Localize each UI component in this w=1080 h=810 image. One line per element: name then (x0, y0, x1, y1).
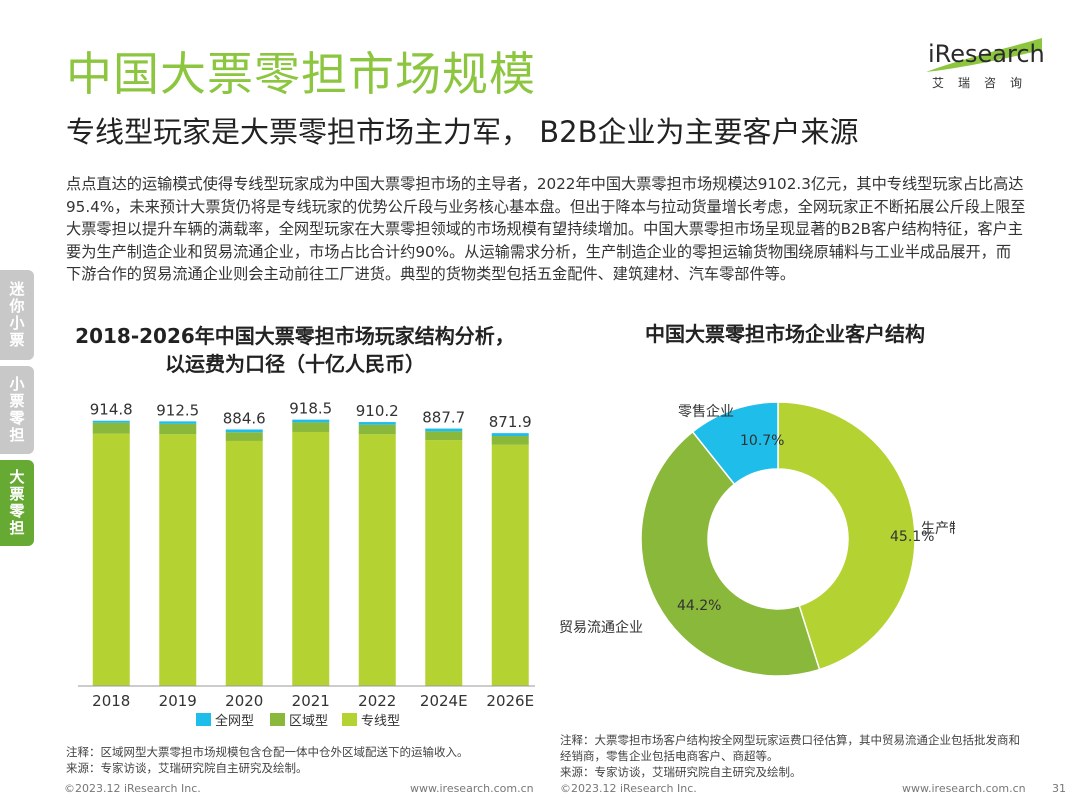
bar-segment-regional (92, 422, 130, 434)
pie-chart-title: 中国大票零担市场企业客户结构 (645, 322, 925, 346)
note-left-annotation: 注释：区域网型大票零担市场规模包含仓配一体中仓外区域配送下的运输收入。 (66, 745, 469, 759)
logo-cn-text: 艾瑞咨询 (932, 76, 1037, 90)
page-subtitle: 专线型玩家是大票零担市场主力军， B2B企业为主要客户来源 (66, 115, 859, 149)
note-left: 注释：区域网型大票零担市场规模包含仓配一体中仓外区域配送下的运输收入。 来源：专… (66, 744, 536, 776)
note-right: 注释：大票零担市场客户结构按全网型玩家运费口径估算，其中贸易流通企业包括批发商和… (560, 732, 1030, 780)
legend-swatch (342, 713, 357, 726)
bar-segment-dedicated (225, 440, 263, 686)
x-tick-label: 2026E (486, 692, 534, 708)
bar-segment-regional (491, 436, 529, 445)
pie-chart: 45.1%生产制造企业 44.2% 贸易流通企业 10.7% 零售企业 (559, 401, 955, 677)
bar-chart-title: 2018-2026年中国大票零担市场玩家结构分析， 以运费为口径（十亿人民币） (60, 322, 530, 378)
bar-segment-dedicated (292, 431, 330, 686)
bar-segment-network (292, 419, 330, 423)
bar-total-label: 887.7 (422, 409, 465, 427)
bar-segment-regional (292, 422, 330, 432)
pie-category-label: 生产制造企业 (921, 520, 955, 537)
bar-segment-network (225, 429, 263, 433)
note-left-source: 来源：专家访谈，艾瑞研究院自主研究及绘制。 (66, 761, 308, 775)
bar-segment-regional (225, 432, 263, 441)
footer-url-right[interactable]: www.iresearch.com.cn (902, 782, 1026, 795)
note-right-source: 来源：专家访谈，艾瑞研究院自主研究及绘制。 (560, 765, 802, 779)
legend-item-regional: 区域型 (270, 710, 328, 729)
bar-segment-network (358, 422, 396, 425)
x-tick-label: 2021 (292, 692, 330, 708)
bar-segment-dedicated (425, 440, 463, 686)
pie-percent-label: 44.2% (677, 598, 721, 614)
legend-swatch (196, 713, 211, 726)
bar-segment-network (159, 421, 197, 424)
x-tick-label: 2018 (92, 692, 130, 708)
bar-total-label: 912.5 (156, 401, 199, 419)
side-tab-large-ticket[interactable]: 大票零担 (0, 460, 34, 546)
footer-url-left[interactable]: www.iresearch.com.cn (410, 782, 534, 795)
bar-segment-regional (425, 431, 463, 441)
bar-segment-regional (159, 423, 197, 435)
legend-label: 全网型 (215, 714, 255, 729)
page-title: 中国大票零担市场规模 (66, 47, 536, 101)
page-number: 31 (1052, 782, 1066, 795)
side-tab-small-ticket[interactable]: 小票零担 (0, 366, 34, 454)
pie-slice (777, 401, 916, 671)
bar-segment-network (425, 428, 463, 432)
logo-swoosh-icon (926, 38, 1042, 72)
bar-chart: 914.8 2018 912.5 2019 884.6 2020 918.5 2021 910.… (78, 400, 535, 708)
legend-label: 区域型 (289, 714, 329, 729)
note-right-annotation: 注释：大票零担市场客户结构按全网型玩家运费口径估算，其中贸易流通企业包括批发商和… (560, 733, 1020, 763)
bar-total-label: 910.2 (356, 402, 399, 420)
bar-segment-regional (358, 424, 396, 435)
intro-paragraph: 点点直达的运输模式使得专线型玩家成为中国大票零担市场的主导者，2022年中国大票… (66, 175, 1026, 284)
side-tab-mini-ticket[interactable]: 迷你小票 (0, 270, 34, 360)
bar-segment-network (491, 433, 529, 437)
pie-percent-label: 45.1% (890, 529, 934, 545)
pie-category-label: 贸易流通企业 (559, 619, 643, 636)
footer-copyright-right: ©2023.12 iResearch Inc. (560, 782, 697, 795)
bar-chart-title-line1: 2018-2026年中国大票零担市场玩家结构分析， (75, 324, 515, 348)
bar-total-label: 871.9 (489, 413, 532, 431)
bar-total-label: 914.8 (90, 401, 133, 419)
x-tick-label: 2024E (420, 692, 468, 708)
bar-segment-dedicated (358, 434, 396, 686)
legend-label: 专线型 (361, 714, 401, 729)
legend-item-dedicated: 专线型 (342, 710, 400, 729)
footer-copyright-left: ©2023.12 iResearch Inc. (64, 782, 201, 795)
bar-segment-dedicated (159, 434, 197, 686)
bar-total-label: 918.5 (289, 400, 332, 418)
iresearch-logo: iResearch 艾瑞咨询 (918, 36, 1045, 100)
x-tick-label: 2022 (358, 692, 396, 708)
legend-swatch (270, 713, 285, 726)
bar-segment-dedicated (92, 433, 130, 686)
bar-chart-title-line2: 以运费为口径（十亿人民币） (165, 352, 425, 376)
pie-category-label: 零售企业 (678, 403, 734, 420)
pie-percent-label: 10.7% (740, 433, 784, 449)
pie-slice (691, 401, 779, 486)
bar-total-label: 884.6 (223, 409, 266, 427)
x-tick-label: 2020 (225, 692, 263, 708)
bar-segment-dedicated (491, 444, 529, 686)
logo-text: iResearch (928, 40, 1045, 68)
legend-item-network: 全网型 (196, 710, 254, 729)
x-tick-label: 2019 (159, 692, 197, 708)
bar-segment-network (92, 420, 130, 423)
pie-slice (640, 430, 821, 677)
